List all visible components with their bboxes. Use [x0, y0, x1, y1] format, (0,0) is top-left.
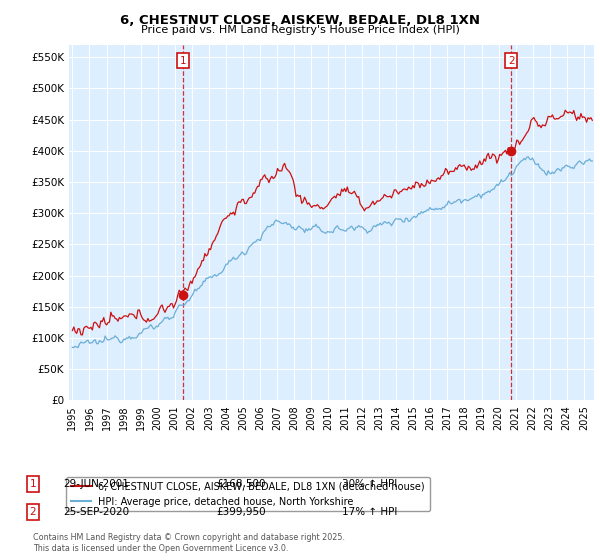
- Text: 1: 1: [29, 479, 37, 489]
- Text: 17% ↑ HPI: 17% ↑ HPI: [342, 507, 397, 517]
- Text: 1: 1: [180, 56, 187, 66]
- Text: £168,500: £168,500: [216, 479, 265, 489]
- Text: 30% ↑ HPI: 30% ↑ HPI: [342, 479, 397, 489]
- Text: £399,950: £399,950: [216, 507, 266, 517]
- Legend: 6, CHESTNUT CLOSE, AISKEW, BEDALE, DL8 1XN (detached house), HPI: Average price,: 6, CHESTNUT CLOSE, AISKEW, BEDALE, DL8 1…: [67, 477, 430, 511]
- Text: 25-SEP-2020: 25-SEP-2020: [63, 507, 129, 517]
- Text: 2: 2: [29, 507, 37, 517]
- Text: Price paid vs. HM Land Registry's House Price Index (HPI): Price paid vs. HM Land Registry's House …: [140, 25, 460, 35]
- Text: 2: 2: [508, 56, 515, 66]
- Text: 29-JUN-2001: 29-JUN-2001: [63, 479, 129, 489]
- Text: 6, CHESTNUT CLOSE, AISKEW, BEDALE, DL8 1XN: 6, CHESTNUT CLOSE, AISKEW, BEDALE, DL8 1…: [120, 14, 480, 27]
- Text: Contains HM Land Registry data © Crown copyright and database right 2025.
This d: Contains HM Land Registry data © Crown c…: [33, 533, 345, 553]
